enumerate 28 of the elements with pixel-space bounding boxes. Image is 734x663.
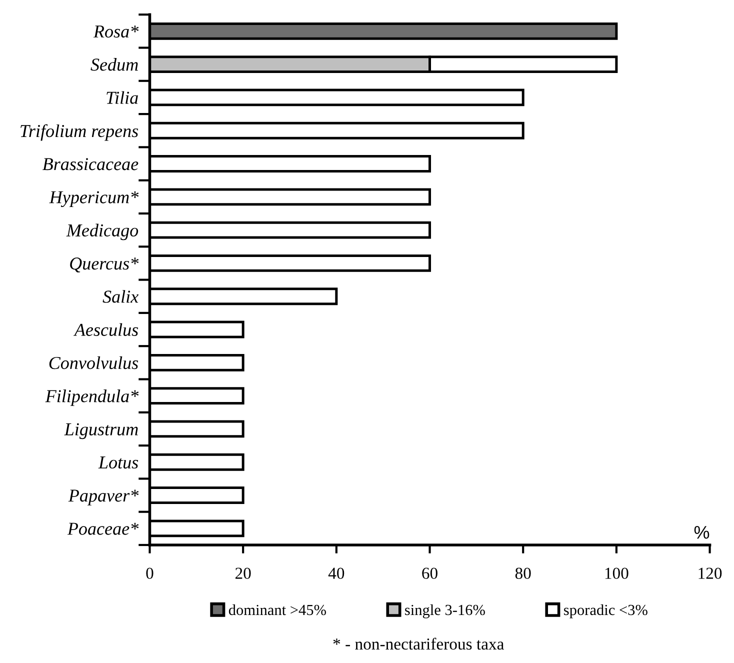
y-tick-label: Aesculus xyxy=(73,323,138,336)
legend-label: sporadic <3% xyxy=(564,604,648,618)
text: * - non-nectariferous taxa xyxy=(333,638,504,650)
y-tick-label: Poaceae* xyxy=(67,522,139,535)
y-tick-label: Rosa* xyxy=(93,26,139,38)
y-tick-label: Filipendula* xyxy=(45,390,139,406)
y-tick-label: Hypericum* xyxy=(49,191,139,208)
x-tick-label: 0 xyxy=(146,568,154,579)
x-tick-label: 20 xyxy=(235,568,251,579)
legend-label: dominant >45% xyxy=(228,604,326,616)
legend-label: single 3-16% xyxy=(405,604,485,618)
y-tick-label: Convolvulus xyxy=(49,356,138,370)
y-tick-label: Sedum xyxy=(90,58,138,71)
y-tick-label: Papaver* xyxy=(68,490,139,506)
y-tick-label: Ligustrum xyxy=(64,423,138,440)
x-axis-title: % xyxy=(694,526,710,539)
x-tick-label: 40 xyxy=(328,568,344,579)
y-tick-label: Lotus xyxy=(98,456,138,469)
y-tick-label: Salix xyxy=(102,290,138,303)
y-tick-label: Quercus* xyxy=(70,258,139,272)
x-tick-label: 80 xyxy=(515,568,531,579)
y-tick-label: Tilia xyxy=(106,91,138,104)
y-tick-label: Medicago xyxy=(66,224,138,240)
x-tick-label: 100 xyxy=(605,568,628,579)
y-tick-label: Trifolium repens xyxy=(20,124,138,141)
x-tick-label: 60 xyxy=(422,568,438,579)
y-tick-label: Brassicaceae xyxy=(42,158,138,170)
x-tick-label: 120 xyxy=(698,568,722,579)
